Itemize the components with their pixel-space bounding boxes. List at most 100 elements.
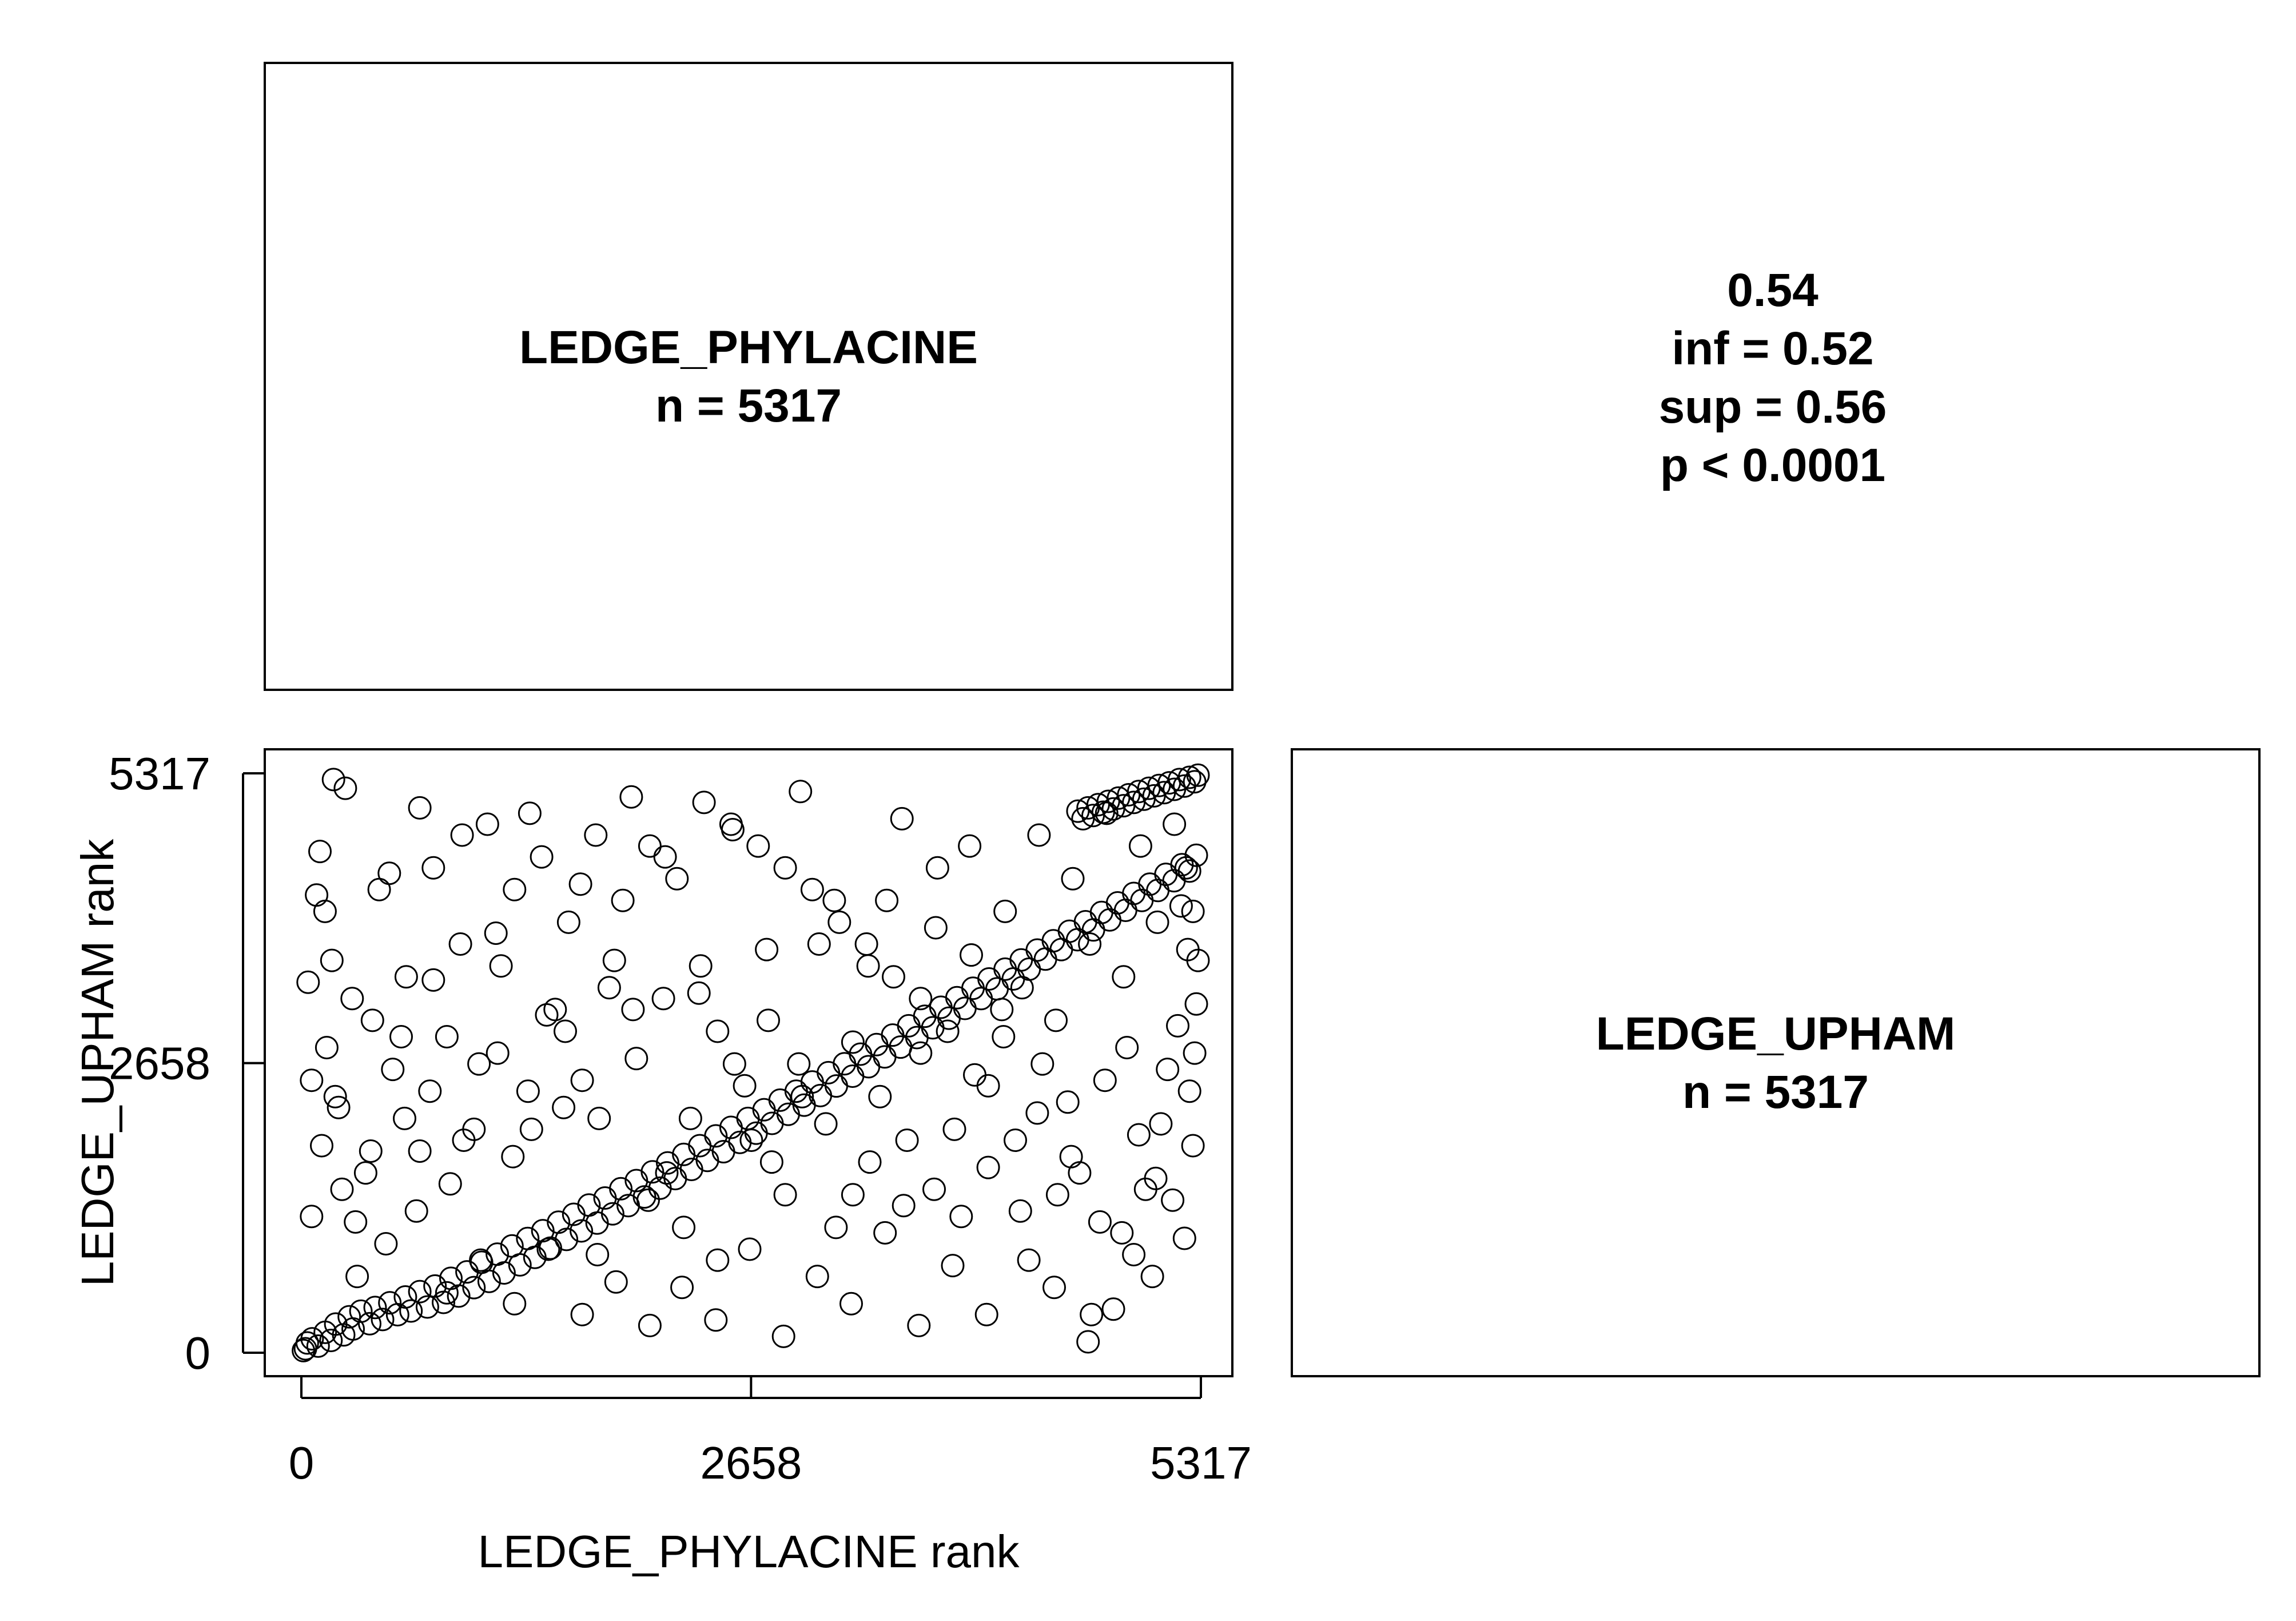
scatter-point <box>421 968 445 992</box>
scatter-point <box>1169 894 1193 918</box>
scatter-point <box>1183 1041 1207 1065</box>
scatter-point <box>1181 1134 1205 1158</box>
scatter-point <box>873 1045 897 1069</box>
scatter-point <box>552 1095 576 1119</box>
x-axis-tick-label: 0 <box>289 1437 315 1488</box>
scatter-point <box>1184 992 1208 1016</box>
scatter-point <box>421 856 445 880</box>
scatter-point <box>892 1194 916 1218</box>
correlation-sup: sup = 0.56 <box>1659 381 1887 433</box>
scatter-point <box>752 1098 776 1122</box>
scatter-point <box>678 1106 702 1130</box>
scatter-point <box>600 1202 624 1226</box>
scatter-point <box>890 806 914 831</box>
scatter-point <box>790 1084 814 1109</box>
scatter-point <box>300 1327 324 1351</box>
scatter-point <box>672 1215 696 1239</box>
scatter-point <box>1030 1052 1055 1076</box>
scatter-point <box>489 954 513 978</box>
scatter-point <box>1122 1243 1146 1266</box>
scatter-point <box>363 1296 387 1320</box>
panel-top-left-box <box>264 62 1233 691</box>
scatter-point <box>452 1129 476 1152</box>
scatter-point <box>484 921 508 945</box>
scatter-point <box>310 1134 333 1158</box>
scatter-point <box>349 1299 373 1323</box>
scatter-point <box>787 1052 811 1076</box>
scatter-point <box>1127 1123 1151 1147</box>
scatter-point <box>936 1019 960 1043</box>
scatter-point <box>604 1270 628 1294</box>
scatter-point <box>469 1248 493 1272</box>
scatter-point <box>408 796 432 820</box>
scatter-point <box>1045 1183 1069 1207</box>
scatter-point <box>1008 1199 1032 1223</box>
scatter-point <box>993 899 1017 923</box>
scatter-point <box>503 877 527 901</box>
scatter-point <box>408 1139 432 1163</box>
scatter-point <box>378 1291 402 1315</box>
scatter-point <box>1156 1058 1180 1082</box>
scatter-point <box>814 1112 838 1136</box>
scatter-point <box>909 987 933 1011</box>
scatter-point <box>337 1305 361 1329</box>
scatter-point <box>1044 1008 1068 1032</box>
scatter-point <box>570 1219 594 1243</box>
scatter-point <box>554 1019 577 1043</box>
scatter-point <box>1149 1112 1173 1136</box>
scatter-point <box>315 1036 339 1059</box>
scatter-point <box>323 1084 347 1109</box>
scatter-point <box>418 1079 442 1103</box>
scatter-point <box>854 932 878 956</box>
scatter-point <box>394 965 418 989</box>
scatter-point <box>536 1237 560 1261</box>
panel-bottom-right-n-count: n = 5317 <box>1682 1066 1869 1118</box>
scatter-point <box>543 998 567 1022</box>
scatter-point <box>353 1161 377 1185</box>
scatter-point <box>651 987 675 1011</box>
scatter-point <box>773 1183 797 1207</box>
scatter-point <box>555 1227 579 1251</box>
scatter-point <box>976 1074 1000 1098</box>
scatter-point <box>636 1188 660 1212</box>
scatter-point <box>746 834 770 858</box>
scatter-point <box>467 1052 491 1076</box>
scatter-point <box>319 1329 343 1352</box>
scatter-point <box>841 1183 865 1207</box>
scatter-point <box>432 1290 455 1314</box>
scatter-point <box>300 1068 324 1092</box>
scatter-point <box>516 1079 540 1103</box>
scatter-point <box>1186 948 1210 972</box>
scatter-point <box>477 1269 501 1293</box>
scatter-point <box>330 1177 354 1201</box>
scatter-point <box>1081 804 1105 828</box>
scatter-point <box>624 1047 648 1071</box>
scatter-point <box>602 948 626 972</box>
scatter-point <box>1017 1248 1041 1272</box>
scatter-point <box>358 1312 381 1336</box>
scatter-point <box>1101 1297 1125 1321</box>
panel-bottom-right-box <box>1291 748 2261 1377</box>
scatter-point <box>556 910 580 934</box>
scatter-point <box>857 1055 881 1079</box>
scatter-point <box>640 1160 664 1184</box>
scatter-point <box>889 1035 913 1059</box>
scatter-point <box>327 1095 351 1119</box>
scatter-point <box>1009 948 1033 972</box>
scatter-point <box>907 1313 931 1337</box>
scatter-point <box>824 1215 848 1239</box>
scatter-point <box>689 954 713 978</box>
scatter-point <box>1115 1036 1139 1059</box>
scatter-point <box>942 1117 966 1141</box>
scatter-point <box>974 1302 998 1326</box>
scatter-point <box>1112 965 1136 989</box>
correlation-inf: inf = 0.52 <box>1672 323 1873 375</box>
scatter-point <box>858 1150 882 1174</box>
scatter-point <box>300 1205 324 1229</box>
scatter-point <box>638 834 662 858</box>
scatter-point <box>670 1276 694 1300</box>
scatter-point <box>450 823 474 847</box>
scatter-point <box>922 1177 946 1201</box>
scatter-point <box>296 970 320 994</box>
scatter-point <box>868 1084 892 1109</box>
